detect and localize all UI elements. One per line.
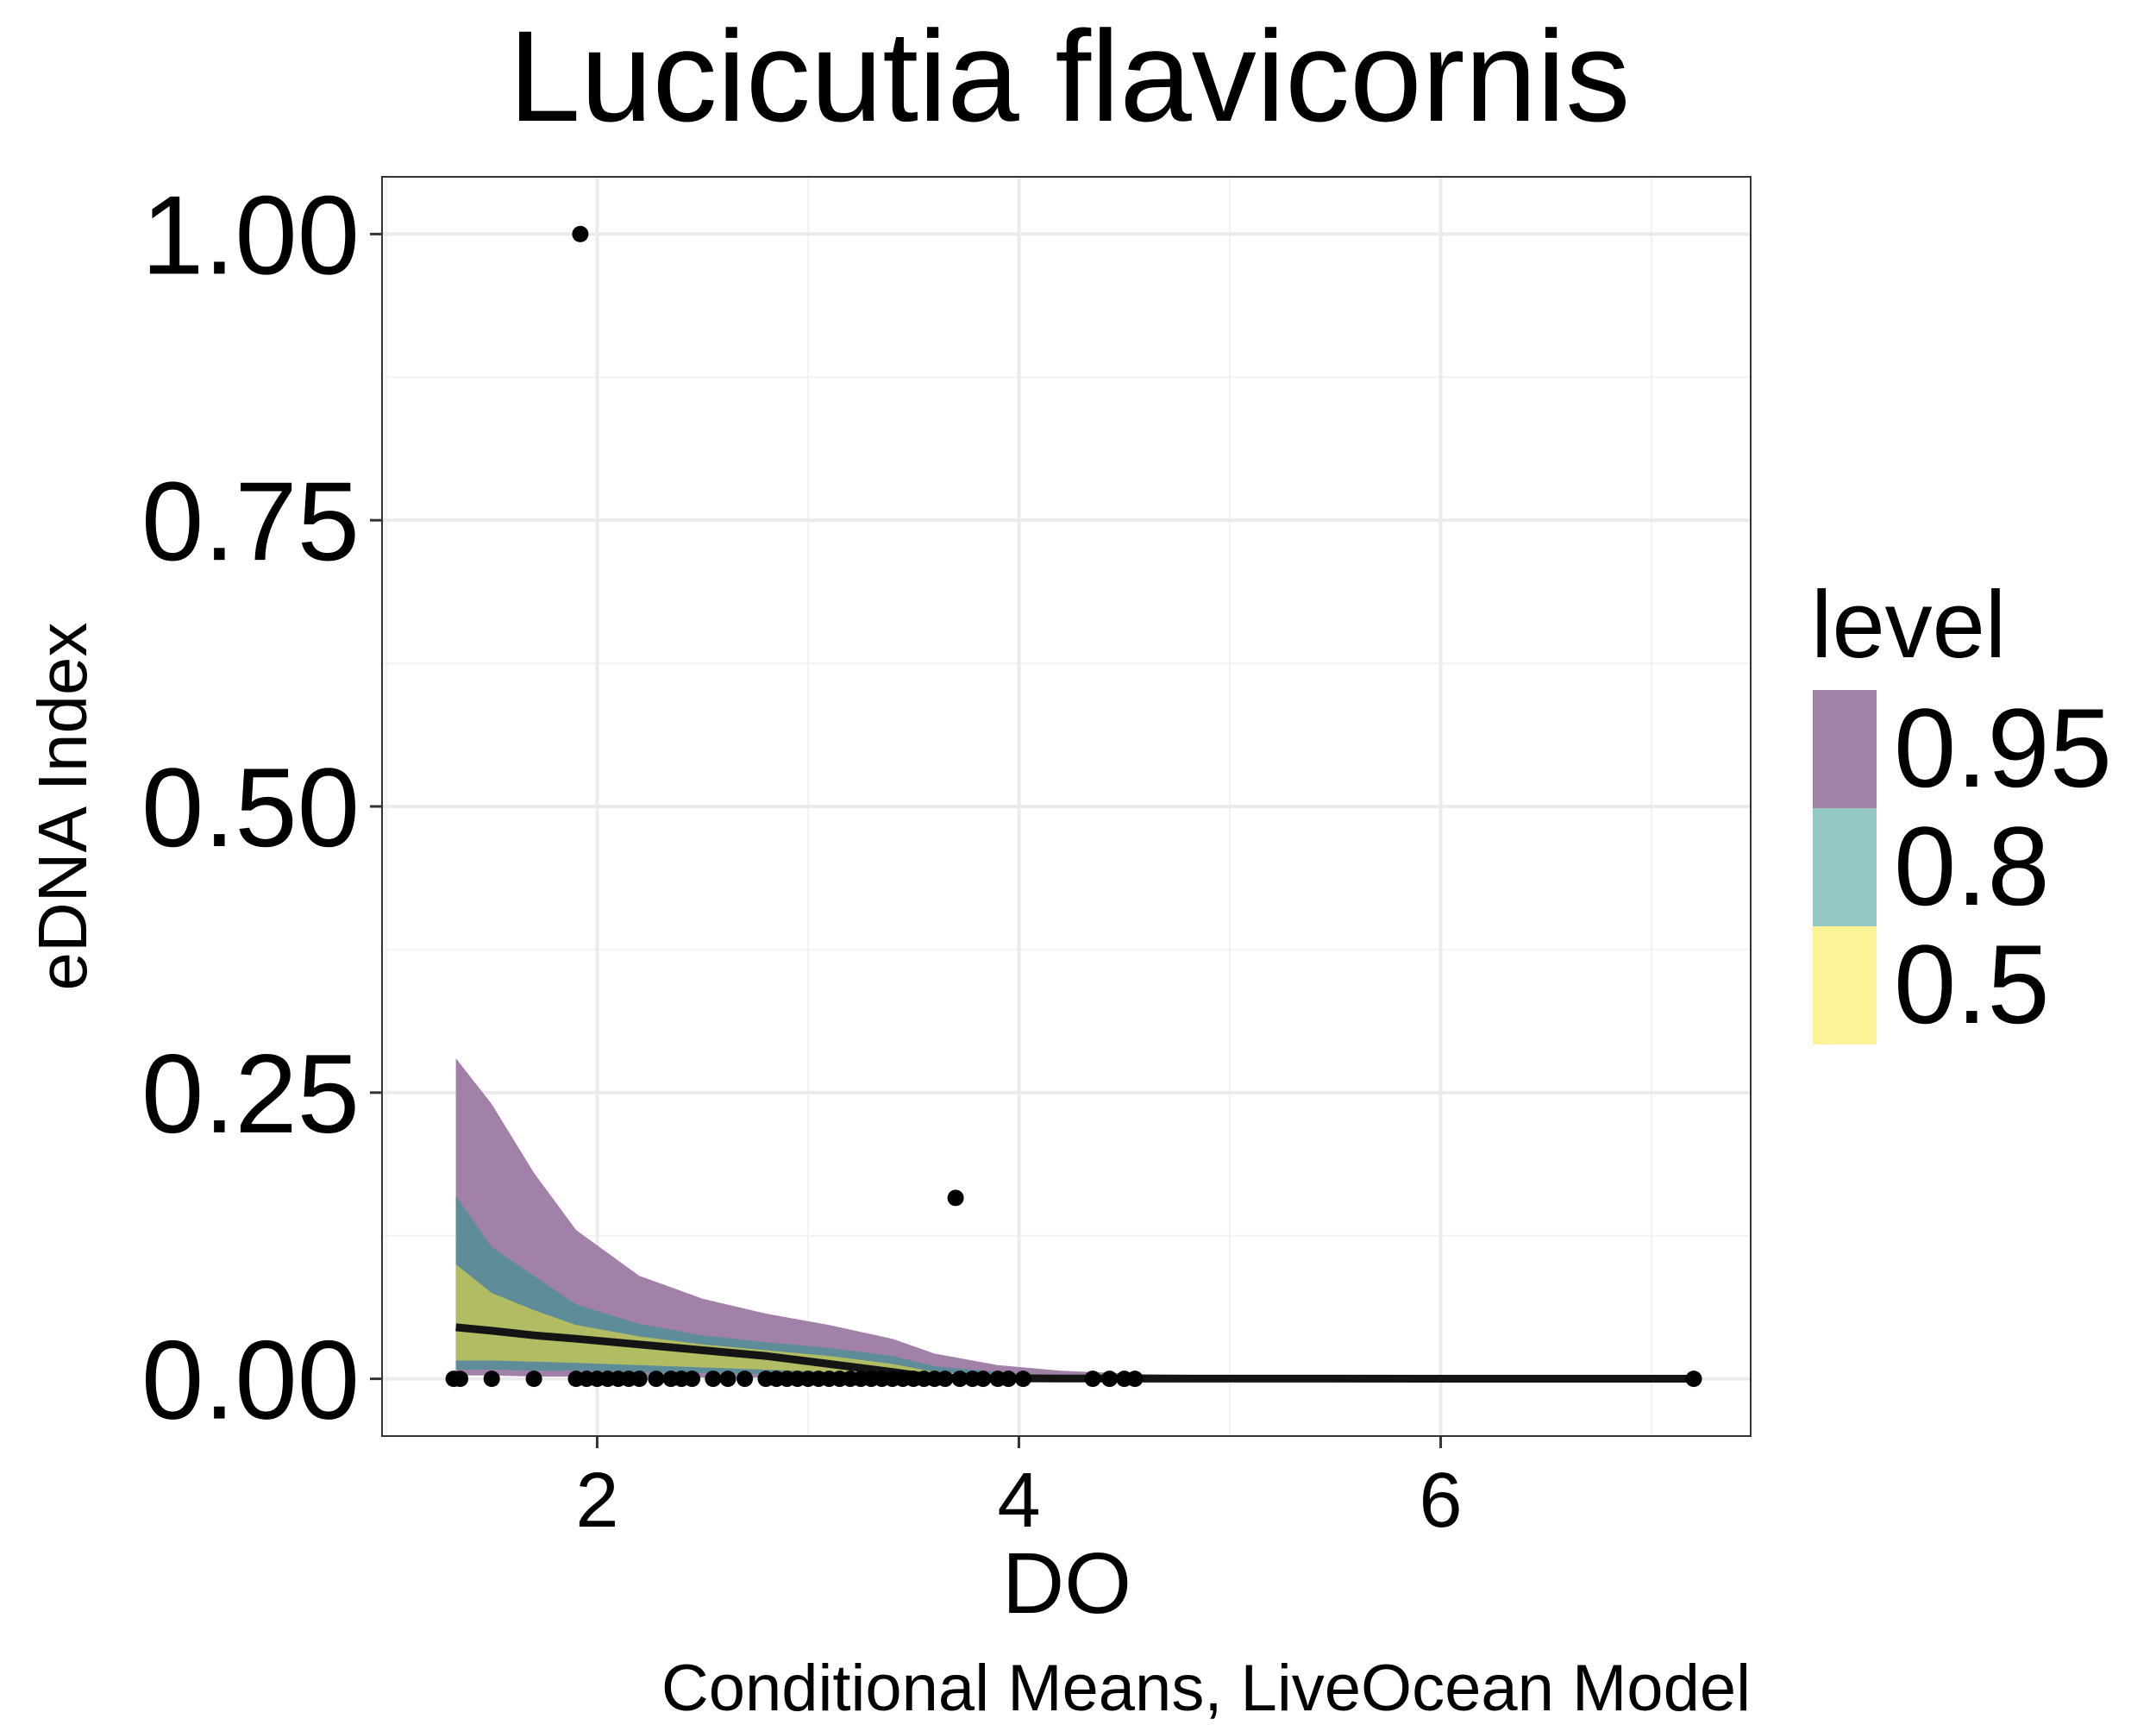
data-point [572,225,589,242]
data-point [947,1189,964,1207]
data-point [719,1371,736,1388]
legend-entries: 0.950.80.5 [1813,685,2112,1047]
data-point [684,1371,700,1388]
data-point [630,1371,648,1388]
data-point [1014,1371,1031,1388]
data-point [1084,1371,1101,1388]
data-points [445,225,1702,1388]
data-point [1000,1371,1017,1388]
legend: level 0.950.80.5 [1811,572,2112,1047]
y-tick-label: 0.00 [141,1317,360,1443]
chart-title: Lucicutia flavicornis [509,3,1631,148]
legend-label: 0.95 [1894,685,2112,811]
y-tick-label: 0.75 [141,458,360,584]
x-axis: 2 4 6 [575,1436,1463,1544]
legend-title: level [1811,572,2006,678]
data-point [951,1371,968,1388]
x-tick-label: 4 [997,1458,1040,1544]
legend-label: 0.5 [1894,921,2050,1047]
data-point [1685,1371,1702,1388]
interval-bands [455,1058,1694,1379]
data-point [525,1371,542,1388]
data-point [705,1371,722,1388]
data-point [736,1371,754,1388]
x-tick-label: 6 [1420,1458,1463,1544]
data-point [452,1371,468,1388]
legend-label: 0.8 [1894,803,2050,929]
data-point [1126,1371,1144,1388]
y-axis: 0.00 0.25 0.50 0.75 1.00 [141,172,382,1443]
data-point [648,1371,665,1388]
x-tick-label: 2 [575,1458,618,1544]
legend-key-0-8 [1813,808,1877,926]
data-point [1101,1371,1119,1388]
y-tick-label: 1.00 [141,172,360,298]
legend-key-0-95 [1813,690,1877,808]
data-point [975,1371,992,1388]
data-point [937,1371,954,1388]
y-tick-label: 0.25 [141,1031,360,1157]
x-axis-label: DO [1002,1535,1131,1632]
data-point [483,1371,500,1388]
legend-key-0-5 [1813,926,1877,1044]
chart-caption: Conditional Means, LiveOcean Model [661,1652,1751,1725]
y-tick-label: 0.50 [141,744,360,870]
y-axis-label: eDNA Index [24,623,101,991]
